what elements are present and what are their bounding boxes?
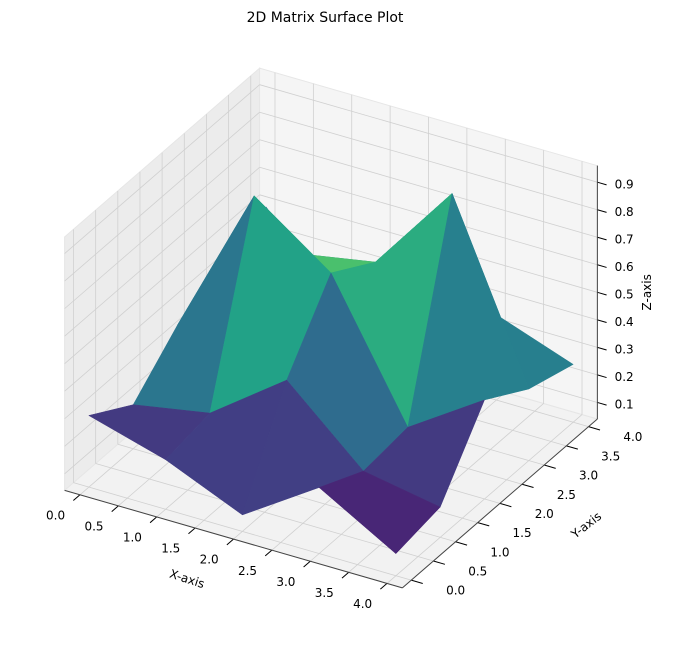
- z-tick-label: 0.3: [615, 343, 634, 357]
- y-tick: [588, 426, 601, 431]
- y-tick: [477, 522, 490, 527]
- x-tick: [226, 538, 234, 546]
- z-tick: [597, 291, 607, 296]
- y-tick: [499, 502, 512, 508]
- grid-line: [64, 166, 260, 337]
- grid-line: [259, 111, 598, 211]
- z-tick: [597, 236, 607, 241]
- x-tick: [380, 583, 388, 590]
- y-tick-label: 0.5: [468, 565, 487, 579]
- z-tick: [597, 319, 607, 323]
- z-tick-label: 0.4: [615, 315, 634, 329]
- x-tick-label: 0.5: [84, 519, 103, 533]
- grid-line: [95, 463, 434, 562]
- y-tick-label: 0.0: [446, 584, 465, 598]
- x-tick-label: 1.0: [123, 531, 142, 545]
- x-tick-label: 4.0: [353, 597, 372, 611]
- x-tick-label: 3.5: [315, 586, 334, 600]
- z-tick: [597, 346, 607, 351]
- grid-line: [64, 139, 260, 309]
- grid-line: [64, 84, 260, 254]
- y-tick-label: 4.0: [623, 430, 642, 444]
- y-tick-label: 3.0: [579, 469, 598, 483]
- y-axis-label: Y-axis: [568, 509, 604, 542]
- z-tick-label: 0.8: [615, 205, 634, 219]
- chart-title: 2D Matrix Surface Plot: [247, 10, 404, 26]
- y-tick-label: 3.5: [601, 449, 620, 463]
- z-tick: [597, 181, 607, 186]
- z-tick: [597, 374, 607, 379]
- x-axis-line: [64, 489, 403, 589]
- y-tick: [433, 560, 446, 565]
- x-tick: [111, 505, 119, 512]
- grid-line: [259, 84, 598, 183]
- y-tick-label: 2.5: [557, 488, 576, 502]
- z-tick: [597, 209, 607, 213]
- y-tick: [521, 483, 534, 489]
- x-tick-label: 0.0: [46, 508, 65, 522]
- x-tick-label: 2.0: [200, 553, 219, 567]
- y-tick: [411, 579, 423, 584]
- x-tick-label: 1.5: [161, 542, 180, 556]
- z-tick-label: 0.5: [615, 287, 634, 301]
- x-tick: [73, 494, 81, 501]
- grid-line: [64, 111, 260, 282]
- x-tick: [264, 549, 273, 557]
- x-tick: [303, 560, 311, 568]
- y-tick-label: 1.5: [513, 526, 532, 540]
- x-tick: [341, 571, 349, 579]
- x-axis-label: X-axis: [168, 567, 207, 591]
- z-tick: [597, 264, 607, 268]
- z-tick: [597, 401, 607, 406]
- z-tick-label: 0.6: [615, 260, 634, 274]
- x-tick-label: 2.5: [238, 564, 257, 578]
- x-tick: [149, 516, 158, 524]
- grid-line: [64, 194, 260, 364]
- y-axis-line: [402, 418, 598, 589]
- x-tick: [188, 527, 196, 535]
- y-tick: [566, 445, 578, 450]
- x-tick-label: 3.0: [276, 575, 295, 589]
- z-tick-label: 0.9: [615, 177, 634, 191]
- y-tick: [455, 541, 468, 546]
- z-tick-label: 0.2: [615, 370, 634, 384]
- z-tick-label: 0.7: [615, 232, 634, 246]
- y-tick-label: 2.0: [535, 507, 554, 521]
- z-tick-label: 0.1: [615, 398, 634, 412]
- z-axis-label: Z-axis: [640, 274, 654, 310]
- y-tick-label: 1.0: [490, 545, 509, 559]
- grid-line: [73, 482, 412, 581]
- grid-line: [259, 139, 598, 238]
- y-tick: [544, 464, 556, 469]
- surface-facet: [318, 470, 441, 555]
